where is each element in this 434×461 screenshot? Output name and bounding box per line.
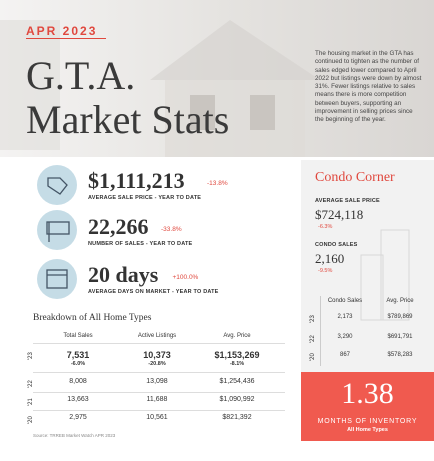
breakdown-title: Breakdown of All Home Types	[33, 313, 152, 323]
condo-price-change: -6.3%	[318, 224, 333, 230]
intro: The housing market in the GTA has contin…	[315, 50, 422, 124]
row-rule	[33, 410, 285, 411]
cell: 10,373	[143, 350, 171, 360]
inventory-sub: All Home Types	[347, 427, 388, 433]
cell: 8,008	[69, 378, 87, 385]
cell: $1,090,992	[219, 396, 255, 403]
cell-change: -8.1%	[229, 361, 245, 367]
cell: $1,254,436	[219, 378, 255, 385]
condo-cell: $691,791	[387, 334, 413, 340]
source: Source: TRREB Market Watch APR 2023	[33, 433, 116, 438]
stat-label: AVERAGE SALE PRICE - YEAR TO DATE	[88, 195, 202, 201]
house-illustration	[0, 20, 320, 157]
condo-price: $724,118	[315, 207, 364, 222]
condo-cell: 867	[339, 352, 350, 358]
title-line-1: G.T.A.	[26, 53, 136, 98]
cell: 7,531	[66, 350, 90, 360]
cell-change: -20.8%	[148, 361, 166, 367]
inventory-box	[301, 372, 434, 441]
stat-change: +100.0%	[172, 274, 199, 281]
condo-sales-change: -9.5%	[318, 268, 333, 274]
cell: 13,663	[67, 396, 89, 403]
condo-table-rule	[320, 296, 321, 366]
date-rule	[26, 38, 106, 39]
year-label: '21	[28, 398, 34, 406]
cell-change: -6.0%	[70, 361, 86, 367]
stat-value: 22,266	[88, 214, 149, 239]
cell: 10,561	[146, 414, 168, 421]
year-label: '20	[28, 416, 34, 424]
stat-icons	[37, 165, 77, 299]
condo-price-label: AVERAGE SALE PRICE	[315, 198, 380, 204]
stat-label: NUMBER OF SALES - YEAR TO DATE	[88, 241, 193, 247]
condo-column-header: Avg. Price	[386, 298, 414, 304]
cell: 2,975	[69, 414, 87, 421]
date: APR 2023	[26, 24, 98, 38]
stat-change: -13.8%	[207, 180, 228, 187]
row-rule	[33, 392, 285, 393]
condo-cell: 2,173	[337, 314, 353, 320]
cell: 13,098	[146, 378, 168, 385]
row-rule	[33, 372, 285, 373]
column-header: Active Listings	[137, 333, 177, 339]
stat-label: AVERAGE DAYS ON MARKET - YEAR TO DATE	[88, 289, 219, 295]
condo-title: Condo Corner	[315, 170, 395, 185]
condo-cell: $789,869	[387, 314, 413, 320]
title-line-2: Market Stats	[26, 97, 230, 142]
cell: 11,688	[146, 396, 168, 403]
condo-column-header: Condo Sales	[327, 298, 363, 304]
column-header: Total Sales	[63, 333, 93, 339]
year-label: '23	[28, 352, 34, 360]
condo-cell: 3,290	[337, 334, 353, 340]
cell: $821,392	[222, 414, 252, 421]
year-label: '22	[28, 380, 34, 388]
stat-value: 20 days	[88, 262, 159, 287]
header-rule	[33, 343, 285, 344]
stat-change: -33.8%	[161, 226, 182, 233]
hero-background	[0, 0, 434, 157]
condo-illustration	[360, 229, 410, 321]
stat-value: $1,111,213	[88, 168, 185, 193]
inventory-label: MONTHS OF INVENTORY	[317, 418, 418, 425]
inventory-value: 1.38	[341, 377, 394, 410]
condo-sales-label: CONDO SALES	[315, 242, 358, 248]
condo-sales: 2,160	[315, 251, 345, 266]
cell: $1,153,269	[214, 350, 260, 360]
condo-cell: $578,283	[387, 352, 413, 358]
column-header: Avg. Price	[223, 333, 251, 339]
